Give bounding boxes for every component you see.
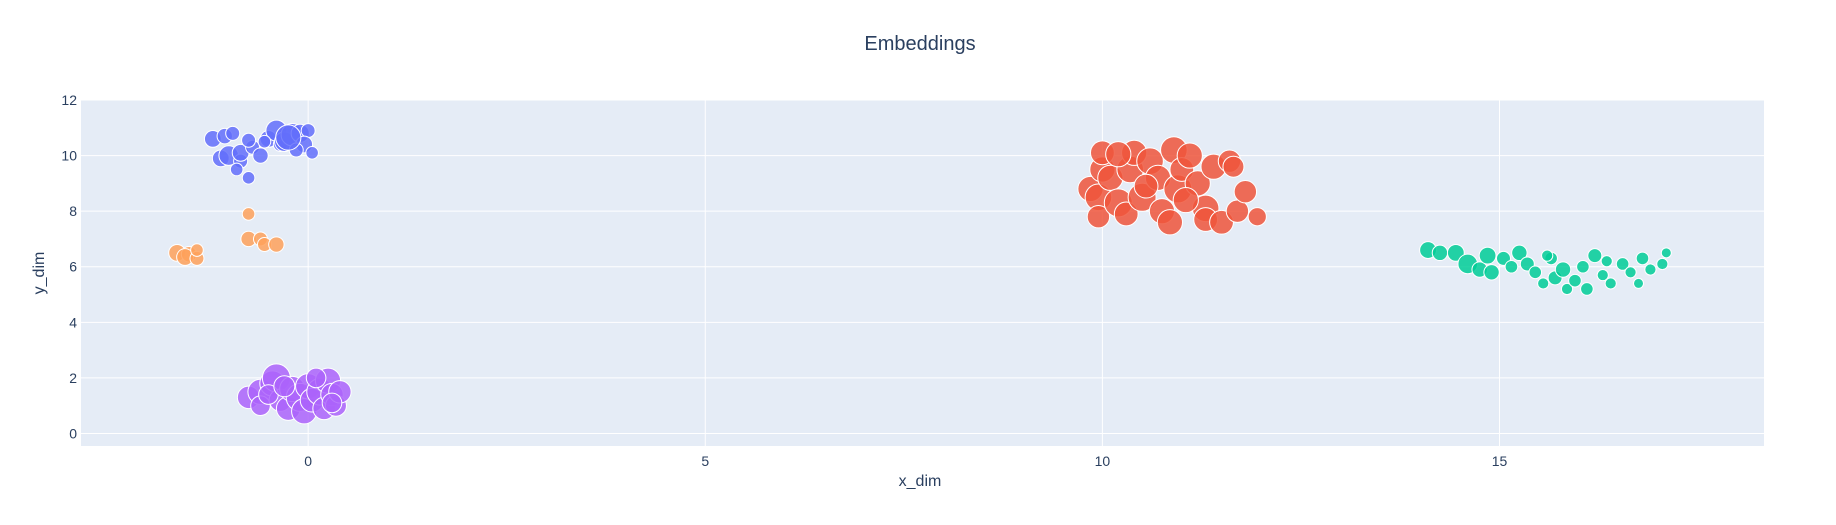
scatter-point	[1133, 173, 1159, 199]
scatter-point	[321, 392, 343, 414]
y-tick-label: 10	[61, 148, 77, 164]
scatter-point	[1113, 201, 1139, 227]
x-axis-title: x_dim	[899, 473, 942, 490]
scatter-point	[1615, 257, 1630, 271]
scatter-point	[1635, 251, 1650, 266]
scatter-point	[1483, 264, 1500, 281]
scatter-point	[1511, 244, 1528, 262]
scatter-point	[1504, 259, 1519, 274]
scatter-point	[1656, 257, 1669, 271]
scatter-point	[1560, 282, 1574, 296]
scatter-point	[305, 146, 319, 160]
scatter-point	[257, 134, 272, 149]
x-tick-label: 5	[701, 453, 709, 469]
y-tick-label: 2	[69, 370, 77, 386]
scatter-point	[1541, 249, 1554, 262]
scatter-point	[1105, 141, 1132, 168]
scatter-point	[225, 125, 241, 141]
scatter-point	[1537, 277, 1550, 290]
x-tick-label: 15	[1492, 453, 1508, 469]
scatter-point	[1624, 266, 1637, 279]
y-tick-label: 8	[69, 203, 77, 219]
scatter-point	[190, 243, 204, 257]
chart-title: Embeddings	[864, 33, 975, 55]
scatter-point	[1431, 244, 1449, 262]
y-tick-label: 4	[69, 314, 77, 330]
scatter-point	[305, 367, 327, 389]
scatter-point	[1633, 277, 1645, 289]
scatter-point	[241, 171, 256, 185]
scatter-point	[1086, 205, 1111, 229]
x-tick-label: 10	[1095, 453, 1111, 469]
y-tick-label: 0	[69, 425, 77, 441]
scatter-point	[1478, 246, 1497, 265]
scatter-point	[1600, 255, 1613, 268]
x-tick-labels: 0 5 10 15	[304, 453, 1507, 469]
scatter-point	[229, 162, 244, 177]
scatter-point	[268, 236, 285, 253]
scatter-point	[273, 375, 296, 398]
scatter-point	[241, 132, 257, 148]
y-tick-label: 12	[61, 92, 77, 108]
scatter-point	[1576, 259, 1590, 274]
scatter-point	[1554, 261, 1572, 278]
y-axis-title: y_dim	[31, 252, 48, 295]
x-tick-label: 0	[304, 453, 312, 469]
scatter-point	[1568, 273, 1582, 288]
scatter-point	[1233, 180, 1258, 204]
scatter-point	[1247, 207, 1267, 227]
scatter-point	[275, 124, 302, 151]
scatter-point	[1222, 155, 1245, 178]
scatter-point	[252, 147, 269, 164]
scatter-point	[1580, 282, 1594, 296]
scatter-point	[1156, 209, 1184, 236]
data-points	[168, 119, 1672, 425]
scatter-point	[1528, 265, 1543, 280]
scatter-point	[241, 207, 256, 221]
scatter-point	[1172, 186, 1199, 214]
scatter-point	[1660, 247, 1672, 259]
scatter-point	[1596, 268, 1609, 282]
scatter-point	[1604, 277, 1617, 290]
scatter-point	[1446, 243, 1465, 262]
scatter-point	[300, 123, 316, 139]
y-tick-labels: 0 2 4 6 8 10 12	[61, 92, 77, 441]
scatter-point	[1176, 142, 1203, 169]
scatter-point	[1644, 263, 1657, 276]
y-tick-label: 6	[69, 259, 77, 275]
scatter-point	[1587, 248, 1603, 264]
